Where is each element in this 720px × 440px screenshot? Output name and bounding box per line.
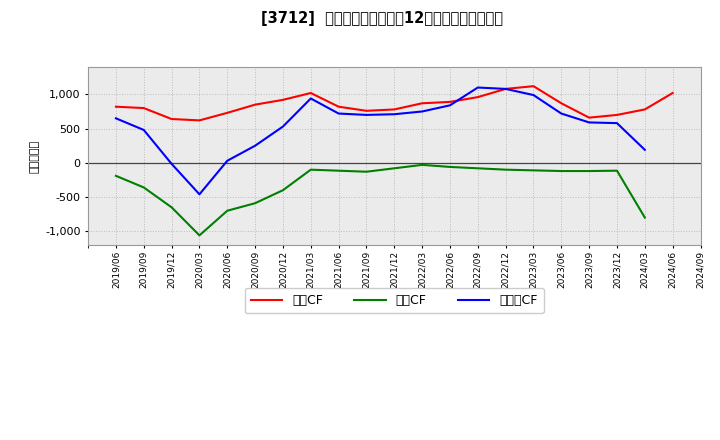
営業CF: [307, 90, 315, 95]
フリーCF: [529, 92, 538, 98]
フリーCF: [140, 127, 148, 132]
Legend: 営業CF, 投資CF, フリーCF: 営業CF, 投資CF, フリーCF: [245, 288, 544, 313]
フリーCF: [390, 112, 399, 117]
フリーCF: [641, 147, 649, 152]
営業CF: [585, 115, 593, 120]
フリーCF: [251, 143, 259, 148]
Text: [3712]  キャッシュフローの12か月移動合計の推移: [3712] キャッシュフローの12か月移動合計の推移: [261, 11, 503, 26]
営業CF: [390, 107, 399, 112]
Line: 投資CF: 投資CF: [116, 165, 645, 235]
投資CF: [334, 168, 343, 173]
フリーCF: [334, 111, 343, 116]
フリーCF: [195, 192, 204, 197]
投資CF: [557, 169, 566, 174]
フリーCF: [167, 161, 176, 166]
投資CF: [501, 167, 510, 172]
投資CF: [418, 162, 426, 168]
フリーCF: [362, 112, 371, 117]
営業CF: [641, 107, 649, 112]
投資CF: [279, 187, 287, 193]
営業CF: [112, 104, 120, 109]
投資CF: [529, 168, 538, 173]
フリーCF: [223, 158, 232, 163]
営業CF: [279, 97, 287, 103]
投資CF: [223, 208, 232, 213]
投資CF: [307, 167, 315, 172]
フリーCF: [307, 96, 315, 101]
フリーCF: [418, 109, 426, 114]
営業CF: [140, 106, 148, 111]
投資CF: [167, 205, 176, 210]
投資CF: [585, 169, 593, 174]
営業CF: [418, 101, 426, 106]
フリーCF: [446, 103, 454, 108]
営業CF: [557, 101, 566, 106]
フリーCF: [557, 111, 566, 116]
投資CF: [362, 169, 371, 174]
営業CF: [167, 116, 176, 121]
投資CF: [112, 173, 120, 179]
投資CF: [474, 165, 482, 171]
Line: フリーCF: フリーCF: [116, 88, 645, 194]
投資CF: [251, 201, 259, 206]
フリーCF: [501, 86, 510, 92]
フリーCF: [613, 121, 621, 126]
営業CF: [529, 84, 538, 89]
投資CF: [140, 185, 148, 190]
フリーCF: [279, 124, 287, 129]
投資CF: [195, 233, 204, 238]
営業CF: [668, 90, 677, 95]
営業CF: [195, 118, 204, 123]
フリーCF: [474, 85, 482, 90]
Y-axis label: （百万円）: （百万円）: [30, 139, 40, 172]
投資CF: [613, 168, 621, 173]
投資CF: [446, 164, 454, 169]
営業CF: [613, 112, 621, 117]
フリーCF: [112, 116, 120, 121]
営業CF: [474, 95, 482, 100]
営業CF: [251, 102, 259, 107]
営業CF: [501, 86, 510, 92]
営業CF: [362, 108, 371, 114]
営業CF: [446, 99, 454, 105]
投資CF: [390, 165, 399, 171]
Line: 営業CF: 営業CF: [116, 86, 672, 121]
投資CF: [641, 215, 649, 220]
フリーCF: [585, 120, 593, 125]
営業CF: [334, 104, 343, 109]
営業CF: [223, 110, 232, 115]
